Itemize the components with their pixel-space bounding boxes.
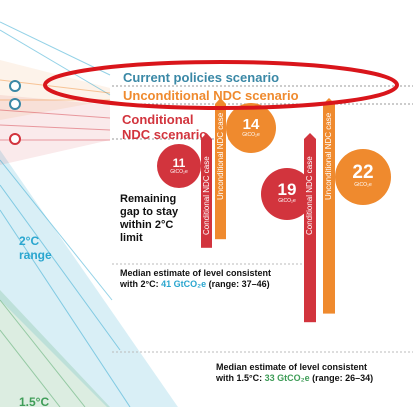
- gap-case-label-1: Conditional NDC case: [202, 156, 211, 235]
- unconditional-ndc-label: Unconditional NDC scenario: [123, 88, 299, 103]
- gap-value-number-2: 14: [242, 115, 260, 133]
- conditional-ndc-label: Conditional NDC scenario: [122, 112, 207, 142]
- gap-value-number-4: 22: [352, 161, 374, 183]
- scenario-level-lines: [112, 85, 413, 140]
- gap-bar-2: [215, 104, 226, 240]
- gap-value-label-1: 11 GtCO₂e: [157, 157, 201, 175]
- current-policies-label: Current policies scenario: [123, 70, 280, 85]
- gap-label-line-4: limit: [120, 232, 143, 244]
- green-fan-lines: [0, 299, 86, 407]
- unconditional-marker: [9, 98, 21, 110]
- unconditional-band: [0, 60, 110, 120]
- gap-value-unit-2: GtCO₂e: [242, 131, 260, 138]
- gap-bar-1: [201, 139, 212, 248]
- gap-value-circle-3: [261, 168, 313, 220]
- median-2c-suffix: (range: 37–46): [206, 279, 270, 289]
- median-15c-prefix: with 1.5°C:: [216, 373, 265, 383]
- highlight-ellipse: [43, 60, 399, 110]
- gap-value-label-2: 14 GtCO₂e: [226, 117, 276, 138]
- median-2c-value: 41 GtCO₂e: [161, 279, 207, 289]
- median-2c-prefix: with 2°C:: [120, 279, 162, 289]
- median-15c-line1: Median estimate of level consistent: [216, 362, 368, 372]
- gap-value-unit-4: GtCO₂e: [354, 181, 372, 188]
- gap-label-line-3: within 2°C: [120, 219, 174, 231]
- remaining-gap-label: Remaining gap to stay within 2°C limit: [120, 193, 178, 245]
- gap-bar-tip-3: [304, 133, 316, 139]
- conditional-label-line-2: NDC scenario: [122, 127, 208, 142]
- range-2c-label: 2°C range: [19, 234, 52, 262]
- conditional-marker: [9, 133, 21, 145]
- gap-case-label-4: Unconditional NDC case: [324, 112, 333, 200]
- blue-fan-lines: [0, 21, 131, 407]
- median-2c-line2: with 2°C: 41 GtCO₂e (range: 37–46): [120, 279, 271, 290]
- gap-value-label-4: 22 GtCO₂e: [335, 163, 391, 188]
- gap-value-unit-3: GtCO₂e: [278, 198, 296, 205]
- gap-value-circle-4: [335, 149, 391, 205]
- gap-value-circle-1: [157, 144, 201, 188]
- gap-case-label-2: Unconditional NDC case: [216, 112, 225, 200]
- range-2c-line-2: range: [19, 248, 52, 262]
- median-15c-suffix: (range: 26–34): [309, 373, 374, 383]
- gap-value-number-3: 19: [277, 180, 297, 200]
- gap-bar-tip-2: [215, 98, 226, 104]
- conditional-label-line-1: Conditional: [122, 112, 194, 127]
- gap-value-number-1: 11: [172, 156, 186, 170]
- gap-bar-tip-1: [201, 133, 212, 139]
- range-2c-band: [0, 150, 178, 407]
- gap-label-line-1: Remaining: [120, 193, 177, 205]
- current-policies-marker: [9, 80, 21, 92]
- median-2c-line1: Median estimate of level consistent: [120, 268, 272, 278]
- gap-label-line-2: gap to stay: [120, 206, 179, 218]
- median-15c-line2: with 1.5°C: 33 GtCO₂e (range: 26–34): [216, 373, 373, 384]
- range-2c-line-1: 2°C: [19, 234, 40, 248]
- gap-bar-4: [323, 104, 335, 314]
- median-15c-value: 33 GtCO₂e: [264, 373, 310, 383]
- conditional-band: [0, 95, 110, 165]
- gap-case-label-3: Conditional NDC case: [305, 156, 314, 235]
- median-2c-annotation: Median estimate of level consistent with…: [120, 268, 271, 290]
- gap-value-circle-2: [226, 103, 276, 153]
- median-15c-annotation: Median estimate of level consistent with…: [216, 362, 373, 384]
- gap-value-label-3: 19 GtCO₂e: [261, 181, 313, 204]
- range-15c-label: 1.5°C: [19, 395, 50, 407]
- range-15c-band: [0, 290, 110, 407]
- gap-value-unit-1: GtCO₂e: [170, 169, 188, 175]
